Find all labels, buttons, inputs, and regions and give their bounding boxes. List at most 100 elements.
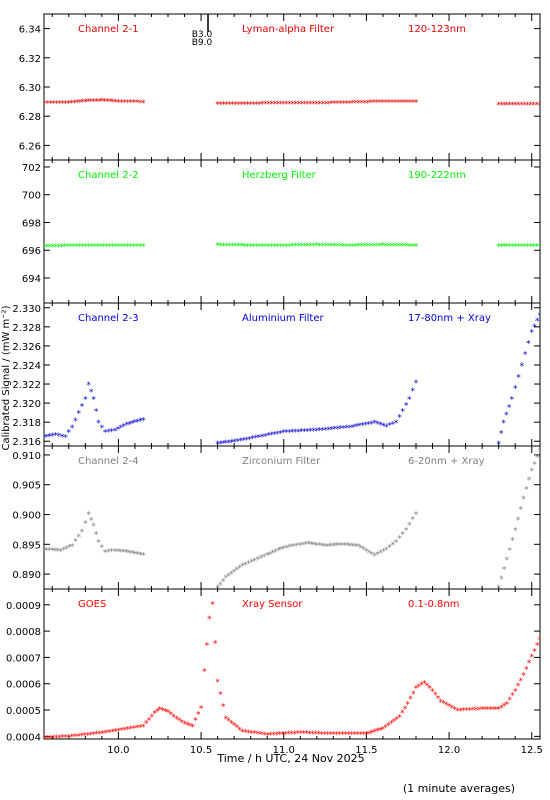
- data-point: *: [191, 723, 196, 733]
- data-point: *: [132, 724, 137, 734]
- data-point: *: [367, 549, 372, 559]
- data-point: *: [133, 419, 138, 429]
- data-point: *: [265, 731, 270, 741]
- data-point: *: [306, 100, 311, 110]
- data-point: *: [291, 100, 296, 110]
- y-tick-label: 6.34: [19, 25, 41, 36]
- data-point: *: [89, 516, 94, 526]
- data-point: *: [60, 99, 65, 109]
- data-point: *: [133, 550, 138, 560]
- data-point: *: [396, 242, 401, 252]
- data-point: *: [428, 685, 433, 695]
- data-point: *: [42, 99, 47, 109]
- data-point: *: [288, 543, 293, 553]
- data-point: *: [364, 547, 369, 557]
- data-point: *: [230, 242, 235, 252]
- data-point: *: [242, 100, 247, 110]
- data-point: *: [502, 101, 507, 111]
- data-point: *: [74, 243, 79, 253]
- data-point: *: [507, 696, 512, 706]
- data-point: *: [294, 242, 299, 252]
- y-tick-label: 0.910: [12, 451, 41, 462]
- data-point: *: [330, 242, 335, 252]
- data-point: *: [110, 548, 115, 558]
- data-point: *: [45, 546, 50, 556]
- data-point: *: [339, 425, 344, 435]
- data-point: *: [417, 683, 422, 693]
- data-point: *: [411, 98, 416, 108]
- data-point: *: [103, 548, 108, 558]
- data-point: *: [319, 730, 324, 740]
- data-point: *: [89, 98, 94, 108]
- data-point: *: [496, 706, 501, 716]
- data-point: *: [397, 534, 402, 544]
- data-point: *: [78, 98, 83, 108]
- data-point: *: [141, 416, 146, 426]
- data-point: *: [326, 542, 331, 552]
- data-point: *: [529, 653, 534, 663]
- data-point: *: [340, 731, 345, 741]
- data-point: *: [80, 402, 85, 412]
- data-point: *: [245, 100, 250, 110]
- data-point: *: [510, 101, 515, 111]
- data-point: *: [342, 242, 347, 252]
- data-point: *: [331, 542, 336, 552]
- data-point: *: [419, 681, 424, 691]
- data-point: *: [404, 526, 409, 536]
- data-point: *: [467, 706, 472, 716]
- data-point: *: [76, 410, 81, 420]
- series-group: ****************************************…: [44, 600, 540, 744]
- data-point: *: [113, 727, 118, 737]
- data-point: *: [248, 100, 253, 110]
- data-point: *: [269, 431, 274, 441]
- data-point: *: [73, 538, 78, 548]
- data-point: *: [507, 403, 512, 413]
- data-point: *: [57, 734, 62, 744]
- data-point: *: [56, 547, 61, 557]
- data-point: *: [513, 101, 518, 111]
- data-point: *: [51, 734, 56, 744]
- data-point: *: [135, 724, 140, 734]
- panels: 6.26 6.28 6.30 6.32 6.34 Channel 2-1 Lyman-alp…: [6, 13, 543, 756]
- data-point: *: [253, 730, 258, 740]
- data-point: *: [275, 100, 280, 110]
- data-point: *: [241, 436, 246, 446]
- data-point: *: [260, 242, 265, 252]
- data-point: *: [378, 726, 383, 736]
- data-point: *: [257, 433, 262, 443]
- data-point: *: [215, 242, 220, 252]
- data-point: *: [218, 690, 223, 700]
- data-point: *: [499, 704, 504, 714]
- data-point: *: [386, 722, 391, 732]
- data-point: *: [528, 242, 533, 252]
- data-point: *: [394, 538, 399, 548]
- data-point: *: [422, 679, 427, 689]
- data-point: *: [153, 710, 158, 720]
- data-point: *: [94, 530, 99, 540]
- wavelength-label: 6-20nm + Xray: [408, 456, 485, 467]
- data-point: *: [287, 100, 292, 110]
- data-point: *: [138, 723, 143, 733]
- data-point: *: [240, 728, 245, 738]
- data-point: *: [229, 719, 234, 729]
- data-point: *: [119, 98, 124, 108]
- data-point: *: [193, 717, 198, 727]
- data-point: *: [348, 242, 353, 252]
- data-point: *: [242, 242, 247, 252]
- data-point: *: [262, 731, 267, 741]
- data-point: *: [130, 549, 135, 559]
- data-point: *: [507, 546, 512, 556]
- data-point: *: [236, 100, 241, 110]
- data-point: *: [345, 99, 350, 109]
- data-point: *: [291, 428, 296, 438]
- data-point: *: [366, 242, 371, 252]
- data-point: *: [218, 242, 223, 252]
- data-point: *: [363, 242, 368, 252]
- data-point: *: [354, 242, 359, 252]
- data-point: *: [291, 242, 296, 252]
- data-point: *: [352, 731, 357, 741]
- data-point: *: [233, 100, 238, 110]
- data-point: *: [345, 242, 350, 252]
- data-point: *: [226, 572, 231, 582]
- data-point: *: [330, 100, 335, 110]
